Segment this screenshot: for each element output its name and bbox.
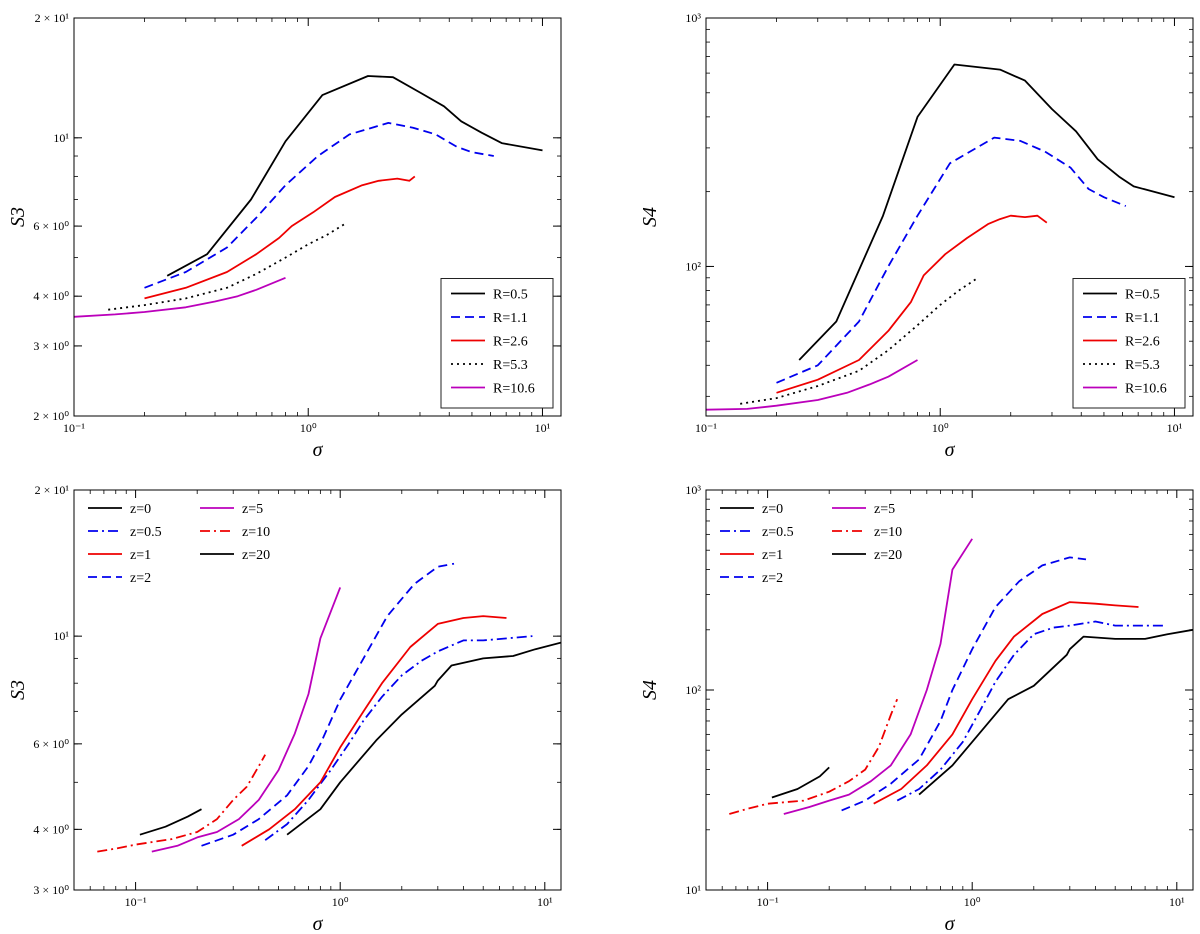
- panel-tl: 10⁻¹ 10⁰ 10¹ 2 × 10⁰ 3 × 10⁰ 4 × 10⁰ 6 × 10⁰ 10…: [7, 11, 562, 461]
- legend-label: z=2: [130, 571, 151, 586]
- legend-box: [440, 278, 554, 409]
- y-axis-label: S3: [7, 680, 29, 700]
- y-axis-label: S4: [639, 207, 661, 227]
- legend-label: R=1.1: [493, 311, 528, 326]
- legend-label: R=0.5: [1125, 288, 1160, 303]
- legend-label: R=2.6: [493, 335, 528, 350]
- x-tick-label: 10⁻¹: [63, 421, 85, 435]
- series-line-z=0.5: [264, 635, 533, 841]
- legend-label: z=0.5: [130, 525, 162, 540]
- legend-label: z=1: [130, 548, 151, 563]
- x-tick-label: 10⁰: [332, 895, 349, 909]
- panel-bl: 10⁻¹ 10⁰ 10¹ 3 × 10⁰ 4 × 10⁰ 6 × 10⁰ 10¹ 2 × 10…: [7, 483, 562, 934]
- series-line-R=1.1: [144, 122, 494, 289]
- x-axis-label: σ: [945, 913, 956, 934]
- legend-label: z=5: [874, 502, 895, 517]
- legend-label: R=10.6: [1125, 382, 1167, 397]
- legend-label: R=5.3: [1125, 358, 1160, 373]
- x-axis-label: σ: [313, 913, 324, 934]
- y-tick-label: 2 × 10⁰: [33, 409, 69, 423]
- y-tick-label: 10¹: [53, 629, 69, 643]
- series-line-R=5.3: [740, 277, 979, 405]
- legend-label: z=2: [762, 571, 783, 586]
- series-line-z=0: [286, 641, 561, 836]
- panel-br: 10⁻¹ 10⁰ 10¹ 10¹ 10² 10³ σ S4 z=0 z=0.5 z=1 z=2 z=5 z…: [639, 483, 1194, 934]
- y-tick-label: 4 × 10⁰: [33, 289, 69, 303]
- axes-frame: [73, 17, 562, 417]
- series-line-z=20: [771, 766, 830, 799]
- x-tick-label: 10⁻¹: [757, 895, 779, 909]
- panel-tr: 10⁻¹ 10⁰ 10¹ 10² 10³ σ S4 R=0.5 R=1.1 R=2.6 R=5.3 R…: [639, 11, 1194, 461]
- y-tick-label: 6 × 10⁰: [33, 219, 69, 233]
- y-tick-label: 3 × 10⁰: [33, 339, 69, 353]
- series-line-z=10: [729, 698, 899, 815]
- legend-label: R=5.3: [493, 358, 528, 373]
- y-tick-label: 10¹: [685, 883, 701, 897]
- series-line-R=10.6: [74, 276, 286, 318]
- x-tick-label: 10¹: [535, 421, 551, 435]
- y-tick-label: 6 × 10⁰: [33, 737, 69, 751]
- y-tick-label: 3 × 10⁰: [33, 883, 69, 897]
- y-tick-label: 10²: [685, 683, 701, 697]
- legend-label: R=10.6: [493, 382, 535, 397]
- y-tick-label: 10²: [685, 259, 701, 273]
- axes-frame: [705, 17, 1194, 417]
- series-line-R=5.3: [108, 222, 347, 311]
- series-line-z=0.5: [896, 620, 1165, 802]
- y-tick-label: 2 × 10¹: [35, 11, 70, 25]
- y-tick-label: 10¹: [53, 131, 69, 145]
- y-tick-label: 10³: [685, 11, 701, 25]
- x-tick-label: 10¹: [537, 895, 553, 909]
- x-axis-label: σ: [945, 439, 956, 461]
- series-line-z=2: [841, 556, 1087, 812]
- x-tick-label: 10⁰: [932, 421, 949, 435]
- x-axis-label: σ: [313, 439, 324, 461]
- legend-label: z=5: [242, 502, 263, 517]
- axes-frame: [705, 489, 1194, 891]
- x-tick-label: 10⁻¹: [695, 421, 717, 435]
- legend-label: z=10: [242, 525, 270, 540]
- series-line-z=10: [97, 754, 266, 853]
- legend-label: z=0: [130, 502, 151, 517]
- series-line-R=0.5: [166, 75, 543, 277]
- legend-label: R=1.1: [1125, 311, 1160, 326]
- series-line-z=5: [783, 538, 973, 815]
- legend-label: z=0.5: [762, 525, 794, 540]
- legend-label: z=20: [242, 548, 270, 563]
- legend-label: z=20: [874, 548, 902, 563]
- series-line-R=1.1: [776, 136, 1127, 384]
- x-tick-label: 10¹: [1169, 895, 1185, 909]
- series-line-z=1: [873, 601, 1139, 805]
- axes-frame: [73, 489, 562, 891]
- legend-box: [1072, 278, 1186, 409]
- series-line-z=20: [139, 808, 202, 836]
- x-tick-label: 10¹: [1167, 421, 1183, 435]
- y-tick-label: 4 × 10⁰: [33, 822, 69, 836]
- series-line-z=2: [201, 562, 455, 847]
- legend-label: R=2.6: [1125, 335, 1160, 350]
- x-tick-label: 10⁻¹: [125, 895, 147, 909]
- y-axis-label: S3: [7, 207, 29, 227]
- y-axis-label: S4: [639, 680, 661, 700]
- series-line-R=2.6: [776, 214, 1048, 394]
- x-tick-label: 10⁰: [300, 421, 317, 435]
- series-line-R=0.5: [798, 63, 1175, 361]
- series-line-R=10.6: [706, 359, 918, 411]
- x-tick-label: 10⁰: [964, 895, 981, 909]
- y-tick-label: 10³: [685, 483, 701, 497]
- series-line-z=5: [151, 587, 342, 853]
- series-line-z=0: [918, 628, 1193, 796]
- series-line-z=1: [241, 615, 507, 847]
- legend-label: z=10: [874, 525, 902, 540]
- series-line-R=2.6: [144, 175, 416, 300]
- legend-label: R=0.5: [493, 288, 528, 303]
- y-tick-label: 2 × 10¹: [35, 483, 70, 497]
- legend-label: z=0: [762, 502, 783, 517]
- legend-label: z=1: [762, 548, 783, 563]
